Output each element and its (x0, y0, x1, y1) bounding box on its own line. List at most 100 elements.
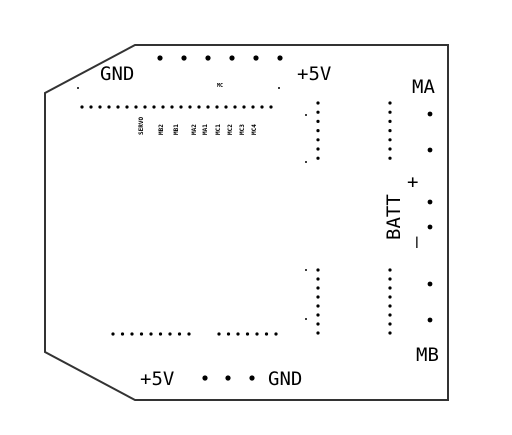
column-pin (388, 331, 392, 335)
column-pin (316, 331, 320, 335)
signal-pin (260, 105, 264, 109)
vertical-pin-columns (305, 101, 392, 335)
signal-pin (161, 105, 165, 109)
batt-label: BATT (383, 194, 405, 240)
bottom-pin (255, 332, 259, 336)
column-pin (316, 313, 320, 317)
column-pin (388, 268, 392, 272)
terminal-pin (427, 224, 433, 230)
bottom-pin (177, 332, 182, 336)
header-pin (205, 55, 211, 61)
column-pin (388, 147, 392, 151)
signal-pin (233, 105, 237, 109)
terminal-pin (427, 147, 433, 153)
column-pin (388, 138, 392, 142)
marker-dot (278, 87, 280, 89)
signal-pin (134, 105, 138, 109)
signal-pin (242, 105, 246, 109)
column-pin (388, 286, 392, 290)
column-pin (316, 110, 320, 114)
column-pin (388, 322, 392, 326)
column-pin (388, 119, 392, 123)
power-pin (249, 375, 255, 381)
marker-dot (305, 161, 307, 163)
bottom-pin (149, 332, 153, 336)
batt-plus-label: + (407, 171, 418, 193)
bottom-pin (264, 332, 269, 336)
signal-pin-row (80, 105, 273, 109)
column-pin (388, 156, 392, 160)
pin-label: MC4 (251, 124, 258, 135)
pin-label-group: SERVO MB2 MB1 MA2 MA1 MC1 MC2 MC3 MC4 (138, 117, 258, 135)
header-pin (253, 55, 259, 61)
signal-pin (170, 105, 174, 109)
plus5v-top-label: +5V (297, 63, 331, 85)
column-pin (316, 101, 320, 105)
column-pin (316, 129, 320, 133)
batt-minus-label: – (405, 236, 427, 248)
signal-pin (206, 105, 210, 109)
signal-pin (125, 105, 129, 109)
column-pin (388, 295, 392, 299)
pin-label: MA2 (191, 124, 198, 135)
power-pin (225, 375, 231, 381)
signal-pin (143, 105, 147, 109)
terminal-pin (427, 317, 433, 323)
column-pin (388, 101, 392, 105)
bottom-pin (111, 332, 115, 336)
motor-terminals (427, 111, 433, 323)
signal-pin (116, 105, 120, 109)
signal-pin (224, 105, 228, 109)
bottom-pin (217, 332, 221, 336)
ma-label: MA (412, 76, 435, 98)
pin-label: SERVO (138, 117, 145, 135)
signal-pin (98, 105, 102, 109)
pin-label: MC1 (215, 124, 222, 135)
terminal-pin (427, 199, 433, 205)
signal-pin (197, 105, 201, 109)
column-pin (388, 304, 392, 308)
signal-pin (215, 105, 219, 109)
pin-label: MB1 (173, 124, 180, 135)
bottom-pin (168, 332, 172, 336)
gnd-bottom-label: GND (268, 368, 302, 390)
plus5v-bottom-label: +5V (140, 368, 174, 390)
terminal-pin (427, 111, 433, 117)
pin-label: MB2 (158, 124, 165, 135)
bottom-pin-rows (111, 332, 278, 381)
header-pin (229, 55, 235, 61)
header-pin (157, 55, 163, 61)
top-header-pins (77, 55, 283, 89)
bottom-pin (139, 332, 144, 336)
column-pin (316, 277, 320, 281)
column-pin (388, 277, 392, 281)
column-pin (316, 304, 320, 308)
column-pin (316, 156, 320, 160)
signal-pin (80, 105, 84, 109)
bottom-pin (236, 332, 240, 336)
header-pin (277, 55, 283, 61)
column-pin (316, 119, 320, 123)
board-outline (44, 44, 449, 401)
bottom-pin (158, 332, 163, 336)
bottom-pin (120, 332, 125, 336)
gnd-top-label: GND (100, 63, 134, 85)
pin-label: MC3 (239, 124, 246, 135)
column-pin (316, 295, 320, 299)
column-pin (388, 129, 392, 133)
marker-dot (305, 318, 307, 320)
signal-pin (179, 105, 183, 109)
bottom-pin (245, 332, 250, 336)
pin-label: MC2 (227, 124, 234, 135)
column-pin (388, 313, 392, 317)
column-pin (316, 322, 320, 326)
mb-label: MB (416, 344, 439, 366)
power-pin (202, 375, 208, 381)
bottom-pin (187, 332, 191, 336)
marker-dot (77, 87, 79, 89)
column-pin (316, 286, 320, 290)
marker-dot (305, 114, 307, 116)
signal-pin (89, 105, 93, 109)
column-pin (316, 147, 320, 151)
